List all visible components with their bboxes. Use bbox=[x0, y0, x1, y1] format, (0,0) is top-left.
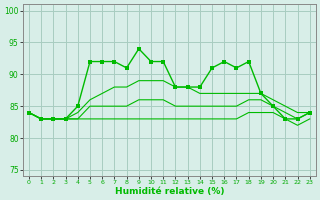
X-axis label: Humidité relative (%): Humidité relative (%) bbox=[115, 187, 224, 196]
